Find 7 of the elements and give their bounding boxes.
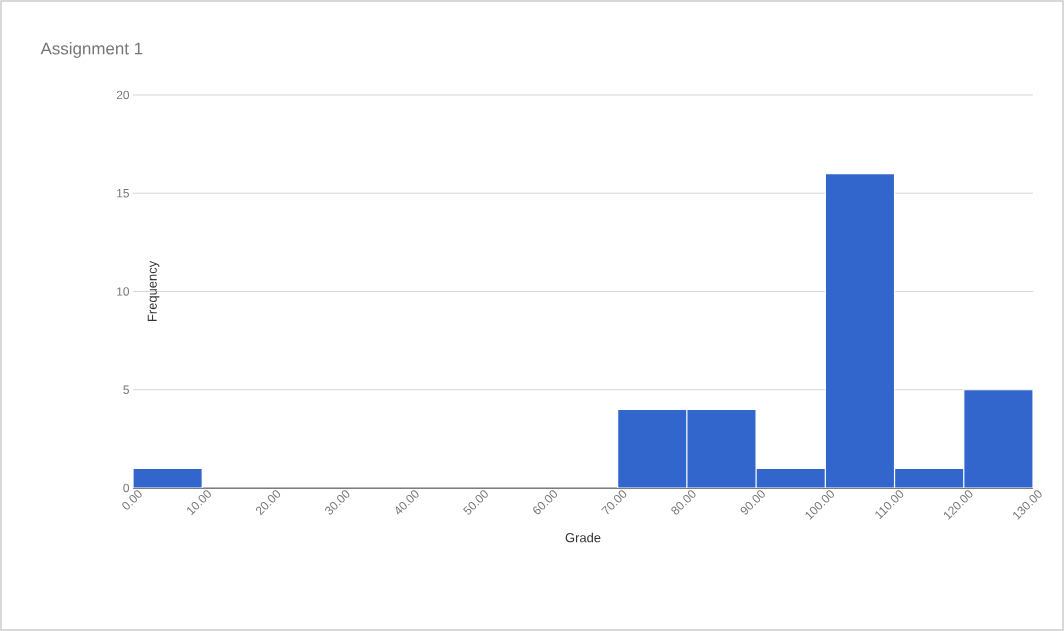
y-axis-title: Frequency [147, 260, 160, 322]
x-axis-title: Grade [565, 532, 601, 543]
y-tick-label: 20 [116, 90, 130, 100]
chart-title: Assignment 1 [40, 42, 143, 58]
y-tick-label: 5 [123, 385, 129, 394]
y-tick-label: 15 [117, 189, 129, 198]
y-tick-label: 10 [117, 287, 130, 296]
